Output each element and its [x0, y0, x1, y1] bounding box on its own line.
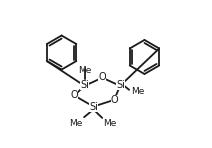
Text: O: O: [70, 90, 78, 100]
Text: Me: Me: [69, 119, 82, 128]
Text: Me: Me: [78, 66, 91, 75]
Text: Si: Si: [89, 102, 98, 112]
Text: Me: Me: [131, 87, 144, 96]
Text: Si: Si: [80, 80, 89, 90]
Text: O: O: [99, 72, 106, 82]
Text: O: O: [111, 95, 118, 105]
Text: Me: Me: [103, 119, 117, 128]
Text: Si: Si: [116, 80, 125, 90]
